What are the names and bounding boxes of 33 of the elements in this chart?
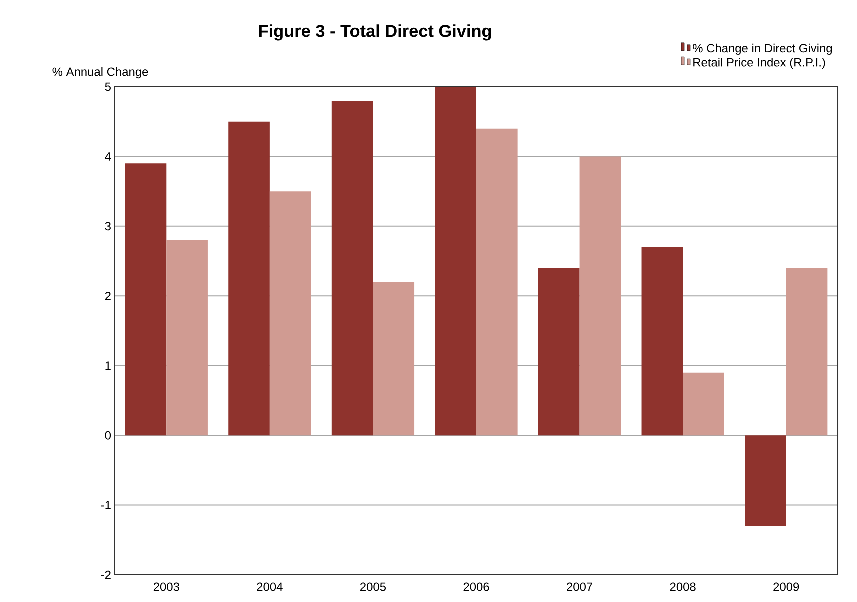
y-tick-label: -2 [101,570,111,580]
y-tick-label: 2 [105,292,111,300]
bar [683,372,724,436]
bar [435,86,477,436]
x-tick-label: 2003 [154,582,180,592]
y-tick-label: 4 [105,152,112,161]
x-tick-label: 2008 [670,582,696,592]
bar [125,164,167,436]
bar [580,156,622,436]
legend-label: % Change in Direct Giving [693,44,832,56]
y-tick-label: 5 [105,82,111,92]
bar [270,192,312,436]
y-tick-label: -1 [101,501,111,510]
y-tick-label: 0 [105,431,112,440]
bar [745,436,786,526]
bar [786,268,828,436]
bar [373,282,415,436]
chart-title: Figure 3 - Total Direct Giving [259,24,492,41]
y-tick-label: 1 [106,362,111,370]
y-tick-label: 3 [105,222,111,231]
x-tick-label: 2009 [774,582,800,592]
bar [332,100,374,436]
legend-label: Retail Price Index (R.P.I.) [694,58,826,70]
bar [538,268,580,436]
x-tick-label: 2006 [464,582,490,592]
bar [476,128,518,436]
bar [166,240,208,436]
x-tick-label: 2007 [567,582,592,592]
bar [642,247,684,436]
y-axis-title: % Annual Change [52,67,148,79]
bar [228,122,270,436]
x-tick-label: 2004 [257,582,283,592]
x-tick-label: 2005 [360,582,386,592]
